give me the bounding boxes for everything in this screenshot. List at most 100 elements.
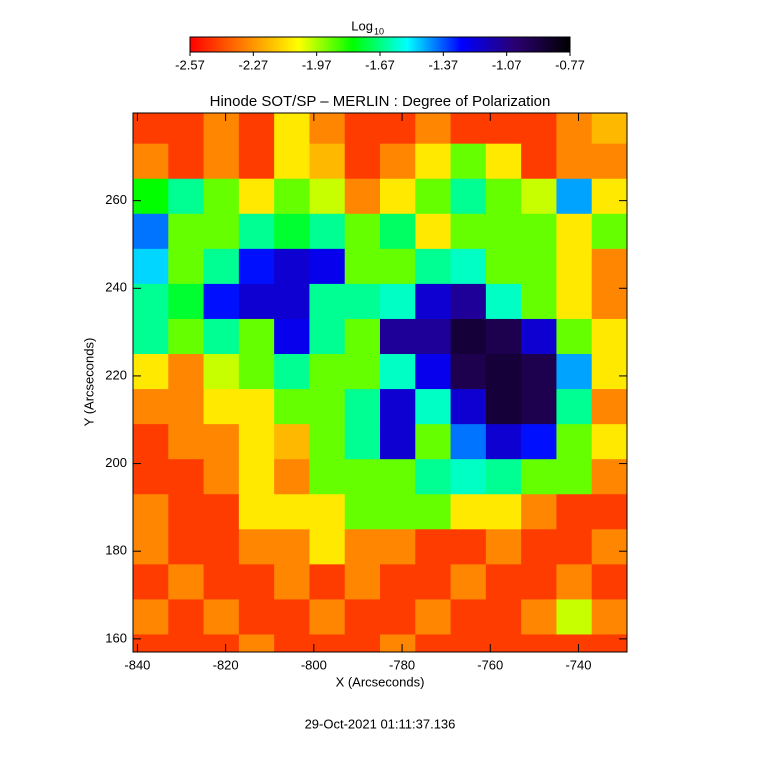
heatmap-cell	[521, 318, 557, 355]
heatmap-cell	[344, 178, 381, 215]
heatmap-cell	[168, 389, 205, 425]
heatmap-cell	[133, 424, 169, 460]
colorbar-tick-label: -1.07	[492, 57, 522, 72]
heatmap-cell	[168, 424, 205, 460]
heatmap-cell	[450, 459, 487, 495]
heatmap-cell	[591, 213, 627, 250]
heatmap-cell	[309, 283, 346, 320]
heatmap-cell	[556, 459, 593, 495]
colorbar	[189, 36, 571, 53]
colorbar-tick-label: -1.67	[365, 57, 395, 72]
heatmap-cell	[415, 529, 452, 565]
heatmap-cell	[238, 283, 275, 320]
heatmap-cell	[133, 113, 169, 145]
colorbar-tick-label: -2.27	[239, 57, 269, 72]
heatmap-cell	[485, 564, 522, 600]
heatmap-cell	[168, 283, 205, 320]
heatmap-cell	[521, 599, 557, 635]
y-tick-label: 240	[105, 280, 127, 295]
heatmap-cell	[168, 178, 205, 215]
heatmap-cell	[309, 318, 346, 355]
heatmap-cell	[591, 318, 627, 355]
colorbar-tick-label: -1.37	[429, 57, 459, 72]
heatmap-cell	[203, 494, 240, 530]
heatmap-cell	[521, 143, 557, 180]
heatmap-cell	[450, 178, 487, 215]
heatmap-cell	[203, 459, 240, 495]
chart-title: Hinode SOT/SP – MERLIN : Degree of Polar…	[210, 93, 551, 110]
heatmap-cell	[556, 564, 593, 600]
heatmap-cell	[238, 459, 275, 495]
heatmap-cell	[309, 354, 346, 390]
heatmap-cell	[591, 494, 627, 530]
heatmap-cell	[380, 529, 416, 565]
heatmap-cell	[450, 634, 487, 652]
heatmap-cell	[344, 113, 381, 145]
heatmap-cell	[556, 634, 593, 652]
heatmap-cell	[591, 529, 627, 565]
heatmap-cell	[274, 213, 310, 250]
heatmap-cell	[415, 634, 452, 652]
heatmap-cell	[344, 318, 381, 355]
colorbar-tick-label: -2.57	[175, 57, 205, 72]
heatmap-cell	[133, 248, 169, 285]
heatmap-cell	[415, 354, 452, 390]
heatmap-cell	[344, 424, 381, 460]
colorbar-label: Log	[351, 18, 373, 33]
heatmap-cell	[274, 143, 310, 180]
heatmap-cell	[203, 634, 240, 652]
heatmap-cell	[168, 459, 205, 495]
heatmap-cell	[485, 248, 522, 285]
heatmap-cell	[309, 113, 346, 145]
heatmap-cell	[591, 248, 627, 285]
heatmap-cell	[274, 248, 310, 285]
heatmap-cell	[450, 424, 487, 460]
heatmap-cell	[238, 599, 275, 635]
heatmap-cell	[344, 599, 381, 635]
heatmap-cell	[415, 424, 452, 460]
heatmap-cell	[133, 564, 169, 600]
heatmap-cell	[485, 178, 522, 215]
heatmap-cell	[133, 529, 169, 565]
heatmap-cell	[380, 599, 416, 635]
heatmap-cell	[591, 389, 627, 425]
heatmap-cell	[485, 424, 522, 460]
heatmap-cell	[344, 389, 381, 425]
heatmap-cell	[133, 459, 169, 495]
heatmap-cell	[556, 283, 593, 320]
heatmap-cell	[521, 494, 557, 530]
heatmap-cell	[238, 178, 275, 215]
heatmap-cell	[521, 178, 557, 215]
heatmap-cell	[450, 113, 487, 145]
heatmap-cell	[415, 113, 452, 145]
x-tick-label: -820	[213, 657, 239, 672]
heatmap-cell	[521, 213, 557, 250]
heatmap-cell	[450, 143, 487, 180]
heatmap-cell	[521, 283, 557, 320]
heatmap-cell	[556, 354, 593, 390]
heatmap-cell	[168, 318, 205, 355]
heatmap-cell	[344, 213, 381, 250]
heatmap-cell	[415, 389, 452, 425]
heatmap-cell	[380, 634, 416, 652]
heatmap-cell	[485, 283, 522, 320]
heatmap-cell	[133, 143, 169, 180]
y-tick-label: 260	[105, 192, 127, 207]
heatmap-cell	[450, 389, 487, 425]
heatmap-cell	[309, 178, 346, 215]
heatmap-cell	[203, 178, 240, 215]
heatmap-cell	[274, 318, 310, 355]
heatmap-cell	[521, 113, 557, 145]
heatmap-cell	[309, 529, 346, 565]
heatmap-cell	[450, 529, 487, 565]
heatmap-cell	[309, 248, 346, 285]
heatmap-cell	[344, 634, 381, 652]
heatmap-cell	[168, 248, 205, 285]
heatmap-cell	[238, 318, 275, 355]
heatmap-cell	[415, 143, 452, 180]
heatmap-cell	[485, 599, 522, 635]
heatmap-cell	[309, 599, 346, 635]
heatmap-cell	[203, 599, 240, 635]
y-tick-label: 200	[105, 455, 127, 470]
heatmap-cell	[344, 248, 381, 285]
